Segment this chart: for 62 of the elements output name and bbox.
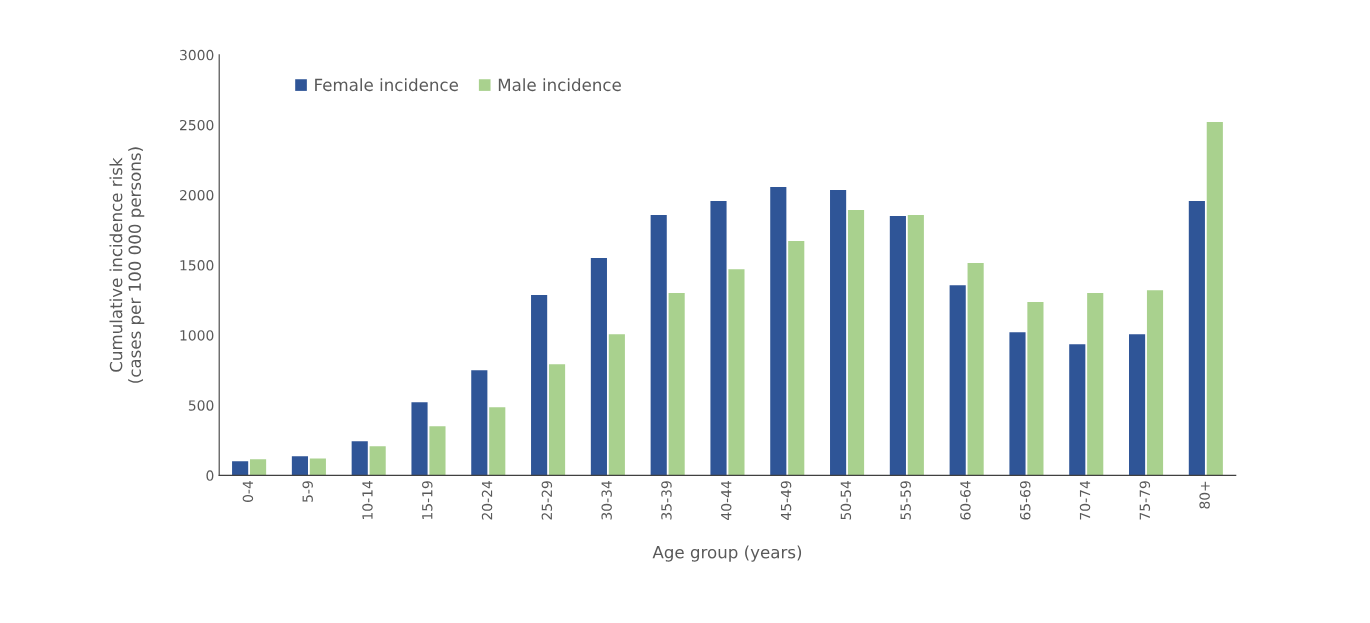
bar: [548, 364, 566, 476]
bar: [250, 459, 267, 476]
bar: [309, 458, 326, 476]
bar: [830, 189, 847, 476]
bar: [907, 215, 924, 476]
x-tick-label: 10-14: [362, 480, 373, 520]
x-tick-label: 60-64: [960, 480, 971, 520]
y-tick-label: 1000: [180, 330, 214, 341]
x-tick-label: 15-19: [422, 481, 433, 520]
bar: [889, 216, 906, 476]
bar: [668, 293, 685, 476]
x-tick-label: 35-39: [661, 481, 672, 520]
x-tick-label: 75-79: [1139, 481, 1151, 520]
bar: [608, 334, 625, 476]
bar: [531, 295, 548, 476]
bar: [650, 215, 667, 476]
x-tick-label: 65-69: [1019, 481, 1031, 520]
bar: [967, 263, 984, 476]
bar: [1069, 344, 1086, 476]
bar: [728, 269, 745, 476]
bar: [788, 241, 805, 476]
x-tick-label: 5-9: [302, 481, 313, 502]
x-tick-label: 50-54: [840, 480, 852, 520]
bar: [429, 426, 446, 476]
x-tick-label: 30-34: [601, 480, 612, 520]
bar: [770, 187, 787, 476]
bar: [411, 402, 428, 476]
bar: [1129, 334, 1146, 476]
y-tick-label: 3000: [180, 49, 214, 61]
x-tick-label: 0-4: [242, 480, 254, 502]
bar: [710, 201, 727, 476]
y-axis-title: Cumulative incidence risk (cases per 100 000 persons): [109, 147, 145, 383]
y-tick-label: 0: [206, 470, 214, 481]
bar: [1188, 201, 1205, 476]
x-tick-label: 25-29: [541, 481, 553, 520]
bar: [471, 370, 488, 476]
x-tick-label: 80+: [1199, 481, 1210, 509]
bar: [590, 258, 607, 476]
x-axis-title: Age group (years): [652, 545, 802, 562]
bar: [1087, 293, 1104, 476]
bar: [291, 456, 308, 476]
bar: [1206, 121, 1223, 476]
legend-label: Female incidence: [315, 78, 458, 92]
y-tick-label: 2500: [180, 119, 214, 131]
x-tick-label: 45-49: [780, 481, 792, 520]
bar: [949, 285, 966, 476]
bar: [489, 407, 506, 476]
bar: [351, 441, 368, 476]
x-tick-label: 20-24: [481, 480, 493, 520]
y-tick-label: 1500: [180, 260, 214, 271]
bar: [232, 461, 249, 476]
bar: [369, 446, 386, 476]
y-tick-label: 2000: [180, 189, 214, 201]
bar: [1009, 332, 1026, 476]
bar: [1146, 290, 1164, 476]
x-tick-label: 40-44: [720, 480, 732, 520]
x-tick-label: 55-59: [900, 481, 911, 520]
x-tick-label: 70-74: [1079, 480, 1091, 520]
bar: [847, 210, 865, 476]
y-tick-label: 500: [188, 400, 214, 411]
bar: [1027, 302, 1044, 476]
legend-label: Male incidence: [498, 78, 621, 92]
